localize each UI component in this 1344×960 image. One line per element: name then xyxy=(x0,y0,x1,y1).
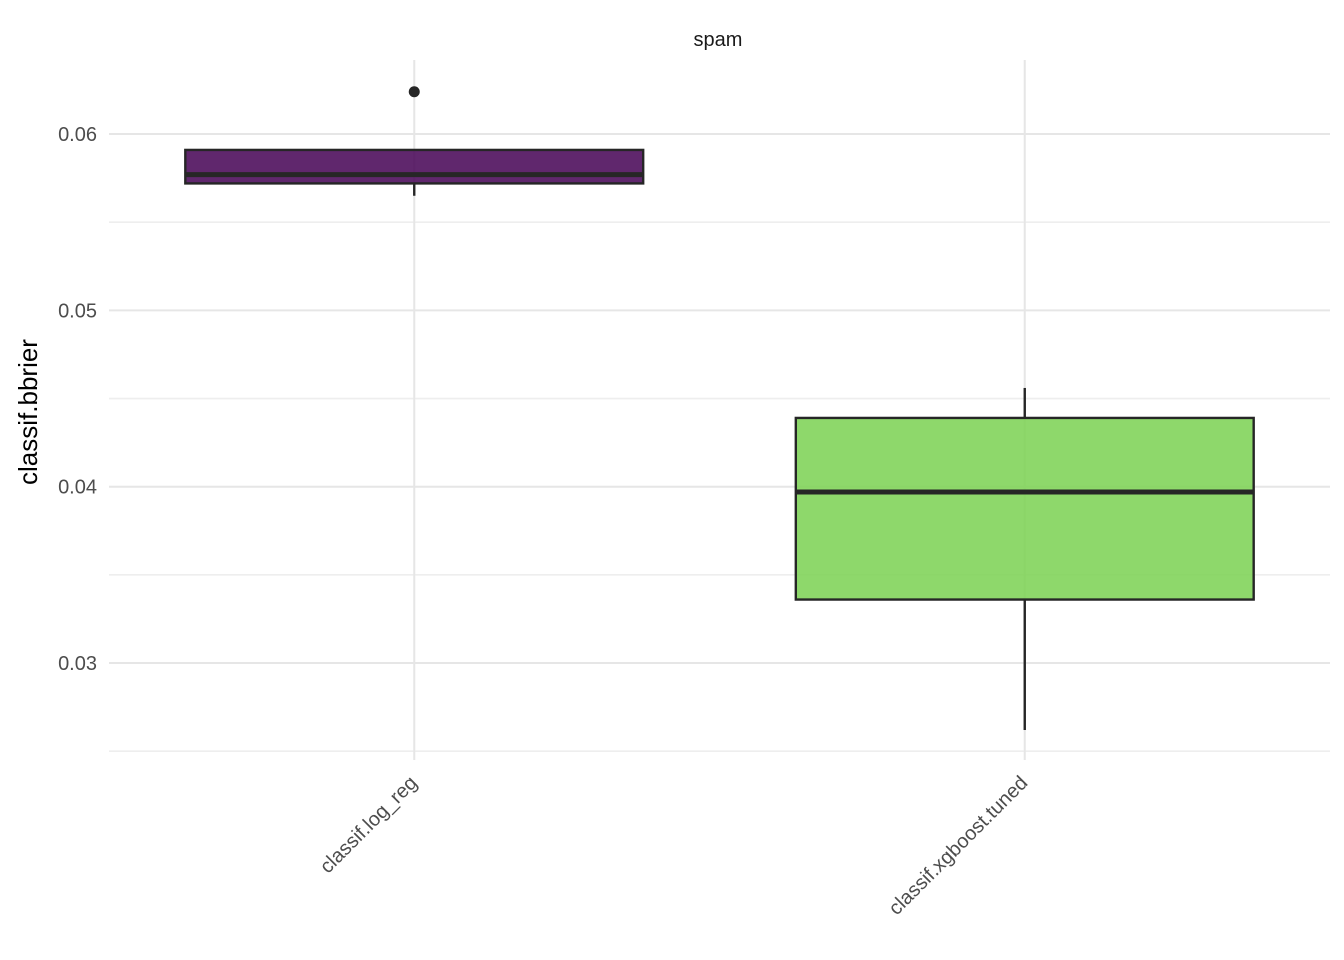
x-tick-label: classif.log_reg xyxy=(316,772,422,878)
box-series xyxy=(184,86,1255,731)
x-tick-label: classif.xgboost.tuned xyxy=(885,772,1033,920)
y-tick-label: 0.06 xyxy=(58,124,97,146)
outlier-point xyxy=(408,86,420,98)
facet-label: spam xyxy=(694,29,743,51)
x-axis-ticks: classif.log_reg classif.xgboost.tuned xyxy=(316,772,1032,920)
box-rect xyxy=(184,148,645,185)
y-axis-ticks: 0.03 0.04 0.05 0.06 xyxy=(58,124,97,675)
box-classif-xgboost-tuned xyxy=(794,387,1255,731)
box-classif-log-reg xyxy=(184,86,645,196)
y-tick-label: 0.04 xyxy=(58,477,97,499)
box-rect xyxy=(794,416,1255,601)
y-tick-label: 0.05 xyxy=(58,300,97,322)
y-axis-title: classif.bbrier xyxy=(13,339,43,485)
y-tick-label: 0.03 xyxy=(58,653,97,675)
